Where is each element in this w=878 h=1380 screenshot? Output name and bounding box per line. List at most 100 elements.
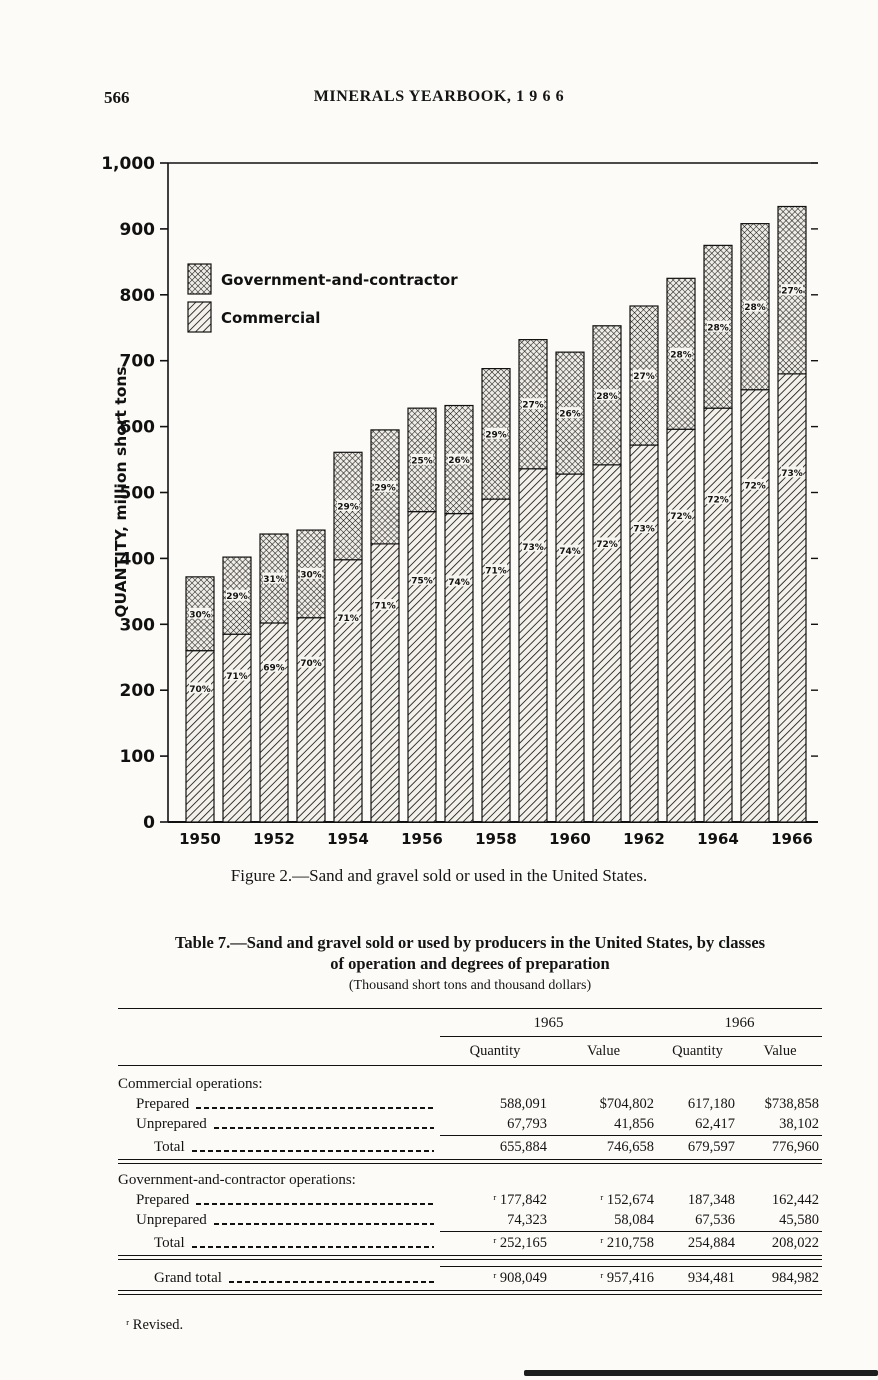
row-value: 67,793: [507, 1115, 547, 1132]
row-value: 588,091: [499, 1095, 547, 1112]
svg-text:73%: 73%: [522, 543, 544, 553]
svg-text:28%: 28%: [596, 392, 618, 402]
row-label: Commercial operations:: [118, 1075, 263, 1092]
page-number: 566: [104, 88, 130, 107]
row-value: 41,856: [614, 1115, 654, 1132]
legend-swatch-commercial: [187, 301, 212, 333]
svg-text:31%: 31%: [263, 575, 285, 585]
svg-text:71%: 71%: [226, 672, 248, 682]
scan-artifact-bar: [524, 1370, 878, 1376]
svg-text:Commercial: Commercial: [221, 309, 320, 327]
row-value: 208,022: [738, 1230, 822, 1253]
row-value: 58,084: [614, 1211, 654, 1228]
figure-caption: Figure 2.—Sand and gravel sold or used i…: [230, 866, 648, 885]
row-label-cell: Government-and-contractor operations:: [118, 1170, 440, 1190]
svg-text:600: 600: [120, 418, 156, 438]
svg-text:26%: 26%: [448, 456, 470, 466]
row-value: 679,597: [657, 1134, 738, 1157]
svg-text:29%: 29%: [374, 483, 396, 493]
row-value: $704,802: [599, 1095, 654, 1112]
svg-text:500: 500: [120, 484, 156, 504]
svg-text:900: 900: [120, 220, 156, 240]
svg-text:28%: 28%: [707, 323, 729, 333]
dash-leader: [213, 1222, 434, 1225]
svg-text:27%: 27%: [522, 401, 544, 411]
stacked-bar-chart: 0 100 200 300 400 500 600 700 800 900 1,000 QUANTIT…: [100, 140, 860, 852]
row-label-cell: Prepared: [118, 1094, 440, 1114]
row-value: 38,102: [779, 1115, 819, 1132]
row-label: Prepared: [136, 1095, 190, 1112]
table-row: Prepared 588,091 $704,802 617,180 $738,858: [118, 1094, 822, 1114]
svg-text:1962: 1962: [623, 830, 665, 848]
chart-svg: 0 100 200 300 400 500 600 700 800 900 1,000 QUANTIT…: [101, 154, 818, 848]
svg-text:75%: 75%: [411, 576, 433, 586]
svg-text:71%: 71%: [374, 602, 396, 612]
svg-text:1952: 1952: [253, 830, 295, 848]
row-value: 655,884: [440, 1134, 550, 1157]
header-title: MINERALS YEARBOOK, 1 9 6 6: [313, 88, 565, 105]
row-label-cell: Total: [118, 1233, 440, 1253]
svg-text:70%: 70%: [189, 685, 211, 695]
row-value: ʳ 152,674: [600, 1191, 654, 1208]
dash-leader: [191, 1245, 434, 1248]
table-column-header-row: Quantity Value Quantity Value: [118, 1037, 822, 1066]
table-row: Commercial operations:: [118, 1074, 822, 1094]
row-value: 67,536: [695, 1211, 735, 1228]
row-label: Total: [154, 1234, 185, 1251]
svg-text:1960: 1960: [549, 830, 591, 848]
row-label-cell: Unprepared: [118, 1210, 440, 1230]
svg-text:QUANTITY, million short tons: QUANTITY, million short tons: [112, 366, 130, 617]
row-value: 162,442: [771, 1191, 819, 1208]
svg-text:400: 400: [120, 549, 156, 569]
svg-text:71%: 71%: [485, 567, 507, 577]
dash-leader: [191, 1149, 434, 1152]
svg-text:300: 300: [120, 615, 156, 635]
table-row: Grand total ʳ 908,049 ʳ 957,416 934,481 984,…: [118, 1265, 822, 1288]
svg-text:25%: 25%: [411, 456, 433, 466]
table-7-block: Table 7.—Sand and gravel sold or used by…: [118, 932, 822, 1334]
double-rule: [118, 1254, 822, 1260]
row-value: 62,417: [695, 1115, 735, 1132]
row-label-cell: Total: [118, 1137, 440, 1157]
row-label-cell: Unprepared: [118, 1114, 440, 1134]
row-label: Prepared: [136, 1191, 190, 1208]
row-label-cell: Grand total: [118, 1268, 440, 1288]
table-title-line2: of operation and degrees of preparation: [330, 954, 610, 974]
row-value: 984,982: [738, 1265, 822, 1288]
svg-text:1,000: 1,000: [101, 154, 155, 174]
table-row: Unprepared 67,793 41,856 62,417 38,102: [118, 1114, 822, 1134]
svg-text:28%: 28%: [670, 350, 692, 360]
svg-text:29%: 29%: [337, 503, 359, 513]
svg-text:1950: 1950: [179, 830, 221, 848]
column-header-value-1965: Value: [586, 1042, 620, 1059]
row-value: 934,481: [657, 1265, 738, 1288]
dash-leader: [228, 1280, 434, 1283]
svg-text:69%: 69%: [263, 663, 285, 673]
svg-text:72%: 72%: [596, 540, 618, 550]
table-title: Table 7.—Sand and gravel sold or used by…: [118, 932, 822, 975]
table-subtitle: (Thousand short tons and thousand dollar…: [348, 977, 592, 993]
column-header-quantity-1966: Quantity: [672, 1042, 723, 1059]
svg-text:74%: 74%: [448, 578, 470, 588]
column-header-value-1966: Value: [763, 1042, 797, 1059]
double-rule: [118, 1289, 822, 1295]
row-label-cell: Commercial operations:: [118, 1074, 440, 1094]
dash-leader: [196, 1202, 434, 1205]
table-body: Commercial operations: Prepared 588,091 $70…: [118, 1066, 822, 1295]
row-label: Total: [154, 1138, 185, 1155]
double-rule: [118, 1158, 822, 1164]
svg-text:71%: 71%: [337, 614, 359, 624]
row-value: 776,960: [738, 1134, 822, 1157]
svg-text:100: 100: [120, 747, 156, 767]
svg-text:27%: 27%: [633, 372, 655, 382]
row-label: Unprepared: [136, 1115, 207, 1132]
svg-text:1958: 1958: [475, 830, 517, 848]
row-value: 74,323: [507, 1211, 547, 1228]
year-header-1966: 1966: [657, 1009, 822, 1037]
dash-leader: [213, 1126, 434, 1129]
table-row: Total ʳ 252,165 ʳ 210,758 254,884 208,022: [118, 1230, 822, 1253]
svg-text:700: 700: [120, 352, 156, 372]
table-year-header-row: 1965 1966: [118, 1009, 822, 1037]
svg-text:73%: 73%: [633, 524, 655, 534]
